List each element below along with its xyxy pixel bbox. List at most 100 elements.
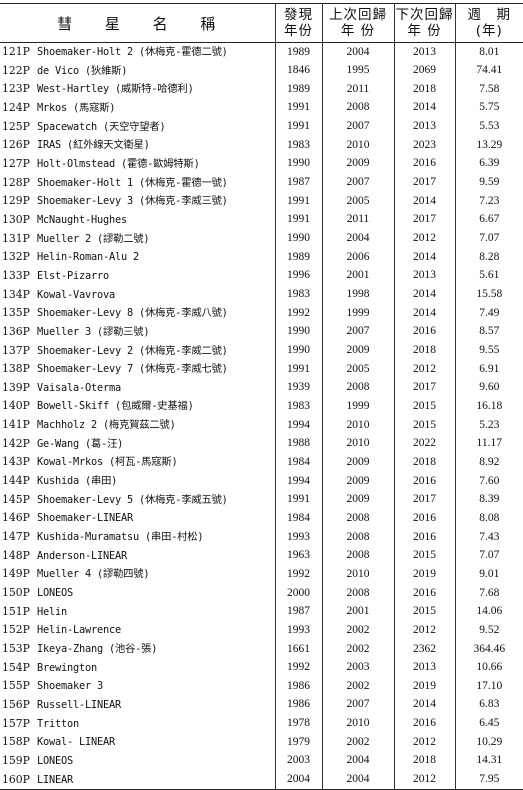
comet-name: Machholz 2 (梅克賀茲二號) (37, 419, 176, 431)
next-return-cell: 2017 (394, 491, 455, 510)
comet-number: 131P (2, 230, 37, 248)
next-return-cell: 2014 (394, 192, 455, 211)
period-cell: 9.60 (455, 379, 523, 398)
discovery-year-cell: 1991 (275, 491, 322, 510)
comet-number: 133P (2, 267, 37, 285)
last-return-cell: 2009 (322, 342, 394, 361)
comet-number: 140P (2, 397, 37, 415)
header-period-line2: (年) (456, 23, 523, 39)
discovery-year-cell: 1991 (275, 99, 322, 118)
comet-name: Mrkos (馬寇斯) (37, 102, 115, 114)
next-return-cell: 2016 (394, 323, 455, 342)
last-return-cell: 2007 (322, 696, 394, 715)
document-page: 彗 星 名 稱 發現 年份 上次回歸 年 份 下次回歸 年 份 週 期 (年) (0, 0, 523, 747)
comet-name: Helin-Roman-Alu 2 (37, 251, 139, 263)
comet-name: LINEAR (37, 774, 73, 786)
comet-name: Bowell-Skiff (包威爾-史基福) (37, 400, 194, 412)
last-return-cell: 1995 (322, 62, 394, 81)
next-return-cell: 2016 (394, 715, 455, 734)
next-return-cell: 2013 (394, 659, 455, 678)
discovery-year-cell: 1991 (275, 211, 322, 230)
last-return-cell: 2002 (322, 640, 394, 659)
next-return-cell: 2012 (394, 733, 455, 752)
comet-number: 130P (2, 211, 37, 229)
last-return-cell: 2005 (322, 360, 394, 379)
discovery-year-cell: 1990 (275, 342, 322, 361)
discovery-year-cell: 1990 (275, 230, 322, 249)
period-cell: 6.83 (455, 696, 523, 715)
next-return-cell: 2014 (394, 248, 455, 267)
comet-name: de Vico (狄維斯) (37, 65, 127, 77)
comet-number: 123P (2, 80, 37, 98)
comet-name: West-Hartley (威斯特-哈德利) (37, 83, 194, 95)
last-return-cell: 2008 (322, 99, 394, 118)
discovery-year-cell: 1994 (275, 416, 322, 435)
period-cell: 6.39 (455, 155, 523, 174)
comet-number: 132P (2, 248, 37, 266)
last-return-cell: 2008 (322, 528, 394, 547)
next-return-cell: 2012 (394, 771, 455, 790)
next-return-cell: 2017 (394, 379, 455, 398)
last-return-cell: 2008 (322, 584, 394, 603)
comet-name: Shoemaker-Levy 7 (休梅克-李威七號) (37, 363, 228, 375)
discovery-year-cell: 1984 (275, 509, 322, 528)
next-return-cell: 2013 (394, 118, 455, 137)
last-return-cell: 2007 (322, 323, 394, 342)
discovery-year-cell: 1990 (275, 323, 322, 342)
next-return-cell: 2012 (394, 230, 455, 249)
comet-number: 139P (2, 379, 37, 397)
last-return-cell: 2009 (322, 491, 394, 510)
comet-name: Brewington (37, 662, 97, 674)
header-last-return: 上次回歸 年 份 (322, 4, 394, 43)
period-cell: 5.53 (455, 118, 523, 137)
comet-number: 153P (2, 640, 37, 658)
period-cell: 8.28 (455, 248, 523, 267)
next-return-cell: 2019 (394, 677, 455, 696)
discovery-year-cell: 1991 (275, 118, 322, 137)
comet-name: Shoemaker-Levy 3 (休梅克-李威三號) (37, 195, 228, 207)
last-return-cell: 2010 (322, 136, 394, 155)
next-return-cell: 2018 (394, 453, 455, 472)
period-cell: 9.01 (455, 565, 523, 584)
last-return-cell: 2005 (322, 192, 394, 211)
comet-name: McNaught-Hughes (37, 214, 127, 226)
comet-name: Shoemaker-LINEAR (37, 512, 133, 524)
discovery-year-cell: 1992 (275, 659, 322, 678)
discovery-year-cell: 1846 (275, 62, 322, 81)
comet-name: Shoemaker-Holt 1 (休梅克-霍德一號) (37, 177, 228, 189)
next-return-cell: 2016 (394, 509, 455, 528)
period-cell: 13.29 (455, 136, 523, 155)
comet-number: 141P (2, 416, 37, 434)
comet-name: Mueller 3 (謬勒三號) (37, 326, 149, 338)
discovery-year-cell: 1990 (275, 155, 322, 174)
last-return-cell: 2002 (322, 733, 394, 752)
period-cell: 9.52 (455, 621, 523, 640)
comet-number: 146P (2, 509, 37, 527)
comet-name: Shoemaker 3 (37, 680, 103, 692)
period-cell: 7.95 (455, 771, 523, 790)
